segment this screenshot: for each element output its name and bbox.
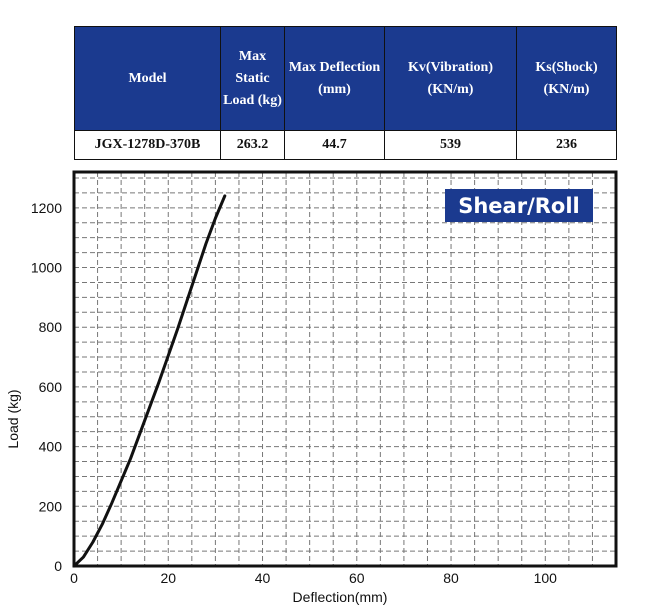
- x-tick-label: 40: [255, 570, 271, 586]
- badge-text: Shear/Roll: [458, 194, 580, 218]
- y-tick-label: 0: [54, 558, 62, 574]
- x-tick-label: 80: [443, 570, 459, 586]
- y-axis-title: Load (kg): [5, 389, 21, 448]
- y-tick-label: 400: [39, 439, 63, 455]
- badge-background: [445, 189, 593, 222]
- cell-max-deflection: 44.7: [284, 130, 385, 160]
- y-tick-label: 1200: [31, 200, 62, 216]
- header-max-deflection: Max Deflection (mm): [284, 26, 385, 131]
- y-tick-label: 600: [39, 379, 63, 395]
- x-tick-label: 100: [534, 570, 558, 586]
- x-axis-title: Deflection(mm): [293, 589, 388, 605]
- cell-model: JGX-1278D-370B: [74, 130, 221, 160]
- y-tick-label: 200: [39, 498, 63, 514]
- x-tick-label: 20: [160, 570, 176, 586]
- x-tick-label: 0: [70, 570, 78, 586]
- y-tick-label: 1000: [31, 260, 62, 276]
- plot-frame: [72, 170, 618, 568]
- cell-kv-vibration: 539: [384, 130, 517, 160]
- header-kv-vibration: Kv(Vibration) (KN/m): [384, 26, 517, 131]
- x-tick-label: 60: [349, 570, 365, 586]
- spec-table: Model Max Static Load (kg) Max Deflectio…: [74, 26, 617, 160]
- series-line: [72, 194, 227, 568]
- shear-roll-badge: Shear/Roll: [445, 189, 593, 222]
- header-ks-shock: Ks(Shock) (KN/m): [516, 26, 617, 131]
- header-max-static-load: Max Static Load (kg): [220, 26, 285, 131]
- cell-max-static-load: 263.2: [220, 130, 285, 160]
- cell-ks-shock: 236: [516, 130, 617, 160]
- table-header-row: Model Max Static Load (kg) Max Deflectio…: [74, 26, 617, 131]
- grid: [74, 172, 616, 566]
- table-row: JGX-1278D-370B 263.2 44.7 539 236: [74, 130, 617, 160]
- header-model: Model: [74, 26, 221, 131]
- y-tick-label: 800: [39, 319, 63, 335]
- series-group: [72, 194, 227, 568]
